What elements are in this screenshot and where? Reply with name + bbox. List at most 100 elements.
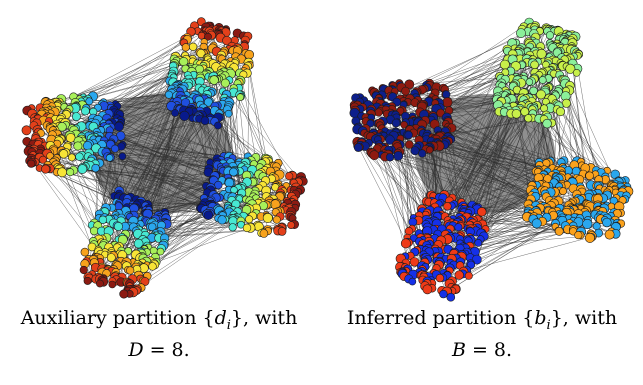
graph-node: [530, 60, 539, 70]
graph-node: [464, 271, 473, 280]
graph-node: [401, 86, 410, 96]
graph-node: [203, 210, 214, 220]
graph-node: [82, 141, 93, 151]
graph-node: [85, 97, 94, 106]
graph-node: [556, 107, 566, 117]
graph-node: [79, 265, 88, 275]
graph-node: [259, 229, 269, 238]
graph-node: [572, 69, 581, 77]
graph-node: [391, 118, 401, 128]
graph-node: [369, 150, 380, 161]
graph-node: [410, 146, 420, 156]
graph-node: [525, 78, 534, 86]
graph-node: [245, 215, 254, 224]
graph-node: [126, 266, 135, 275]
graph-node: [196, 48, 206, 58]
graph-node: [422, 284, 433, 295]
graph-node: [171, 109, 179, 117]
graph-node: [75, 152, 84, 161]
graph-node: [38, 155, 47, 164]
graph-canvas-right: [349, 17, 634, 302]
graph-node: [111, 144, 120, 153]
graph-node: [405, 140, 414, 149]
graph-node: [287, 221, 295, 229]
graph-node: [224, 109, 233, 118]
caption-line-2: D = 8.: [128, 338, 190, 361]
graph-node: [262, 213, 273, 224]
graph-node: [214, 121, 222, 130]
graph-node: [72, 112, 81, 121]
graph-node: [203, 97, 213, 107]
graph-node: [585, 171, 594, 181]
graph-node: [385, 153, 395, 162]
graph-node: [442, 90, 451, 99]
graph-node: [520, 107, 530, 117]
graph-node: [542, 118, 552, 129]
graph-node: [156, 247, 165, 256]
graph-node: [27, 159, 36, 168]
graph-node: [228, 223, 237, 232]
graph-node: [106, 253, 116, 262]
graph-node: [81, 106, 90, 116]
graph-node: [536, 48, 547, 59]
graph-node: [404, 227, 414, 236]
graph-node: [474, 238, 483, 247]
graph-node: [582, 218, 593, 230]
graph-node: [536, 89, 546, 100]
graph-node: [592, 222, 601, 231]
graph-node: [133, 238, 144, 249]
graph-node: [230, 186, 238, 194]
graph-node: [222, 35, 232, 46]
graph-node: [236, 93, 244, 101]
caption-line-1: Auxiliary partition {di}, with: [20, 307, 298, 333]
graph-node: [77, 164, 88, 174]
graph-node: [385, 135, 395, 145]
graph-node: [119, 289, 129, 299]
graph-node: [454, 270, 464, 280]
graph-canvas-left: [21, 17, 308, 299]
graph-node: [21, 125, 32, 136]
graph-node: [409, 257, 420, 267]
graph-node: [59, 149, 69, 159]
graph-node: [80, 247, 90, 257]
graph-node: [98, 215, 108, 225]
graph-node: [408, 277, 417, 286]
graph-node: [524, 114, 533, 123]
graph-node: [83, 276, 92, 285]
graph-node: [204, 32, 212, 41]
graph-node: [477, 207, 487, 217]
graph-node: [164, 90, 173, 99]
graph-node: [220, 78, 230, 88]
graph-node: [602, 217, 612, 228]
graph-node: [179, 56, 189, 67]
graph-node: [454, 223, 463, 232]
graph-node: [244, 49, 254, 60]
graph-node: [554, 226, 564, 236]
graph-node: [41, 164, 51, 174]
graph-node: [439, 289, 448, 299]
graph-node: [374, 108, 383, 117]
graph-node: [89, 226, 99, 236]
graph-node: [179, 110, 190, 121]
graph-node: [217, 215, 227, 225]
graph-node: [105, 154, 114, 162]
network-graph-inferred: [328, 4, 642, 302]
graph-node: [604, 229, 615, 240]
graph-node: [516, 28, 526, 38]
graph-node: [229, 167, 238, 177]
graph-node: [57, 167, 67, 178]
graph-node: [113, 222, 123, 232]
graph-node: [511, 109, 522, 119]
graph-node: [418, 149, 427, 158]
graph-node: [285, 172, 294, 181]
graph-node: [574, 231, 583, 240]
graph-node: [200, 116, 210, 125]
graph-node: [209, 75, 219, 85]
graph-node: [96, 279, 104, 288]
graph-node: [353, 143, 363, 152]
graph-node: [91, 163, 100, 173]
graph-node: [242, 223, 252, 233]
caption-line-1: Inferred partition {bi}, with: [346, 307, 618, 333]
graph-node: [108, 280, 117, 289]
graph-node: [181, 43, 190, 52]
